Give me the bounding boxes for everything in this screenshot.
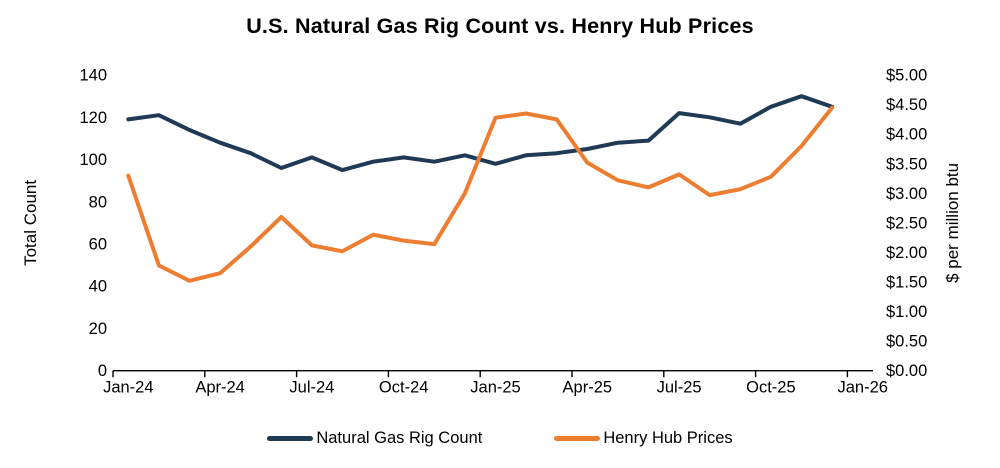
right-tick-label: $3.00 xyxy=(886,185,927,203)
left-tick-label: 100 xyxy=(79,151,107,169)
x-tick-label: Apr-24 xyxy=(195,379,245,397)
right-tick-label: $2.00 xyxy=(886,244,927,262)
right-tick-label: $4.50 xyxy=(886,96,927,114)
henry-hub-legend-swatch xyxy=(554,435,601,441)
left-axis-title: Total Count xyxy=(21,180,40,266)
right-tick-label: $1.50 xyxy=(886,274,927,292)
left-tick-label: 140 xyxy=(79,67,107,85)
x-tick-label: Apr-25 xyxy=(563,379,613,397)
rig-count-legend-label: Natural Gas Rig Count xyxy=(316,428,483,447)
x-tick-label: Jan-25 xyxy=(470,379,520,397)
left-tick-label: 0 xyxy=(98,362,107,380)
henry-hub-legend-label: Henry Hub Prices xyxy=(603,428,733,447)
right-tick-label: $5.00 xyxy=(886,67,927,85)
left-tick-label: 20 xyxy=(89,320,107,338)
right-axis-title: $ per million btu xyxy=(943,163,962,283)
left-tick-label: 40 xyxy=(89,278,107,296)
x-tick-label: Jan-26 xyxy=(837,379,887,397)
x-tick-label: Jul-24 xyxy=(289,379,334,397)
right-tick-label: $0.50 xyxy=(886,333,927,351)
right-tick-label: $4.00 xyxy=(886,126,927,144)
x-tick-label: Jan-24 xyxy=(103,379,153,397)
left-tick-label: 60 xyxy=(89,236,107,254)
rig-count-legend-swatch xyxy=(267,435,314,441)
legend: Natural Gas Rig Count Henry Hub Prices xyxy=(0,427,1000,449)
right-tick-label: $3.50 xyxy=(886,155,927,173)
left-tick-label: 120 xyxy=(79,109,107,127)
plot-area: Jan-24 Apr-24 Jul-24 Oct-24 Jan-25 Apr-25 Jul-… xyxy=(21,67,962,397)
left-tick-label: 80 xyxy=(89,193,107,211)
legend-item-rig-count: Natural Gas Rig Count xyxy=(267,429,482,448)
x-tick-label: Jul-25 xyxy=(657,379,702,397)
legend-item-henry-hub: Henry Hub Prices xyxy=(554,428,733,448)
henry-hub-prices-line xyxy=(126,105,835,283)
x-tick-label: Oct-24 xyxy=(379,379,429,397)
right-tick-label: $2.50 xyxy=(886,214,927,232)
right-tick-label: $0.00 xyxy=(886,362,927,380)
chart-title: U.S. Natural Gas Rig Count vs. Henry Hub… xyxy=(246,14,754,38)
right-tick-label: $1.00 xyxy=(886,303,927,321)
x-tick-label: Oct-25 xyxy=(746,379,796,397)
